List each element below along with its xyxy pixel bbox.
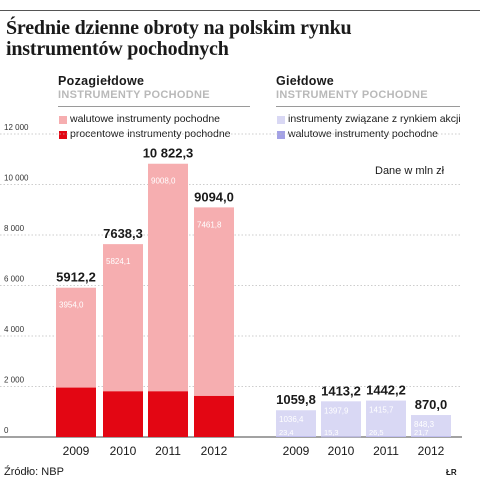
- y-tick-label: 4 000: [4, 325, 25, 334]
- source-note: Źródło: NBP: [4, 466, 64, 478]
- y-tick-label: 2 000: [4, 376, 25, 385]
- otc-group-title: Pozagiełdowe: [58, 74, 145, 88]
- bar-otc-bottom: [56, 387, 96, 437]
- bar-label-bottom: 15,3: [324, 428, 339, 437]
- x-tick-label: 2010: [110, 444, 137, 458]
- bar-otc-bottom: [148, 391, 188, 437]
- bar-label-bottom: 1958,2: [59, 441, 84, 450]
- legend-label-exch-equity: instrumenty związane z rynkiem akcji: [288, 113, 461, 125]
- x-tick-label: 2011: [373, 444, 399, 458]
- bar-otc-top: [194, 207, 234, 396]
- bar-label-top: 7461,8: [197, 220, 222, 229]
- legend-swatch-exch-fx: [277, 131, 285, 139]
- bar-label-top: 848,3: [414, 420, 435, 429]
- bar-total-label: 870,0: [415, 397, 448, 412]
- bar-label-bottom: 21,7: [414, 428, 429, 437]
- bar-total-label: 5912,2: [56, 270, 96, 285]
- bar-total-label: 10 822,3: [143, 146, 194, 161]
- bar-total-label: 1442,2: [366, 383, 406, 398]
- bar-label-bottom: 1814,2: [106, 444, 131, 453]
- bar-label-top: 1415,7: [369, 406, 394, 415]
- bar-label-bottom: 1814,3: [151, 444, 176, 453]
- bar-exch-top: [321, 401, 361, 437]
- bar-label-bottom: 23,4: [279, 428, 294, 437]
- bar-total-label: 7638,3: [103, 226, 143, 241]
- bar-label-top: 3954,0: [59, 301, 84, 310]
- legend-label-exch-fx: walutowe instrumenty pochodne: [288, 128, 439, 140]
- exchange-divider: [276, 106, 460, 107]
- bar-exch-top: [276, 410, 316, 437]
- bar-label-bottom: 1632,2: [197, 449, 222, 458]
- credit-mark: ŁR: [446, 468, 457, 477]
- bar-otc-bottom: [194, 395, 234, 437]
- bar-total-label: 1059,8: [276, 392, 316, 407]
- x-tick-label: 2009: [63, 444, 90, 458]
- bar-exch-bottom: [411, 436, 451, 437]
- bar-otc-top: [103, 244, 143, 392]
- bar-label-top: 5824,1: [106, 257, 131, 266]
- x-tick-label: 2012: [201, 444, 228, 458]
- bar-total-label: 1413,2: [321, 383, 361, 398]
- bar-label-top: 1397,9: [324, 406, 349, 415]
- legend-swatch-otc-fx: [59, 116, 67, 124]
- bar-exch-bottom: [366, 436, 406, 437]
- x-tick-label: 2010: [328, 444, 355, 458]
- bar-exch-bottom: [321, 436, 361, 438]
- bar-label-top: 1036,4: [279, 415, 304, 424]
- exchange-group-title: Giełdowe: [276, 74, 334, 88]
- otc-divider: [58, 106, 250, 107]
- top-rule: [0, 10, 480, 11]
- bar-total-label: 9094,0: [194, 189, 234, 204]
- bar-exch-top: [366, 400, 406, 437]
- otc-group-subtitle: INSTRUMENTY POCHODNE: [58, 89, 210, 101]
- bar-label-top: 9008,0: [151, 177, 176, 186]
- y-tick-label: 6 000: [4, 275, 25, 284]
- bar-otc-top: [148, 163, 188, 392]
- bar-otc-bottom: [103, 391, 143, 437]
- y-tick-label: 8 000: [4, 224, 25, 233]
- exchange-group-subtitle: INSTRUMENTY POCHODNE: [276, 89, 428, 101]
- x-tick-label: 2011: [155, 444, 181, 458]
- legend-label-otc-fx: walutowe instrumenty pochodne: [70, 113, 221, 125]
- legend-swatch-exch-equity: [277, 116, 285, 124]
- chart-title: Średnie dzienne obroty na polskim rynku …: [6, 17, 352, 60]
- units-note: Dane w mln zł: [375, 165, 445, 177]
- bar-exch-top: [411, 415, 451, 437]
- legend-label-otc-rate: procentowe instrumenty pochodne: [70, 128, 231, 140]
- bar-exch-bottom: [276, 436, 316, 437]
- bar-label-bottom: 26,5: [369, 428, 384, 437]
- y-tick-label: 12 000: [4, 123, 29, 132]
- y-tick-label: 10 000: [4, 174, 29, 183]
- bar-otc-top: [56, 287, 96, 388]
- x-tick-label: 2012: [418, 444, 445, 458]
- y-tick-label: 0: [4, 426, 9, 435]
- legend-swatch-otc-rate: [59, 131, 67, 139]
- x-tick-label: 2009: [283, 444, 310, 458]
